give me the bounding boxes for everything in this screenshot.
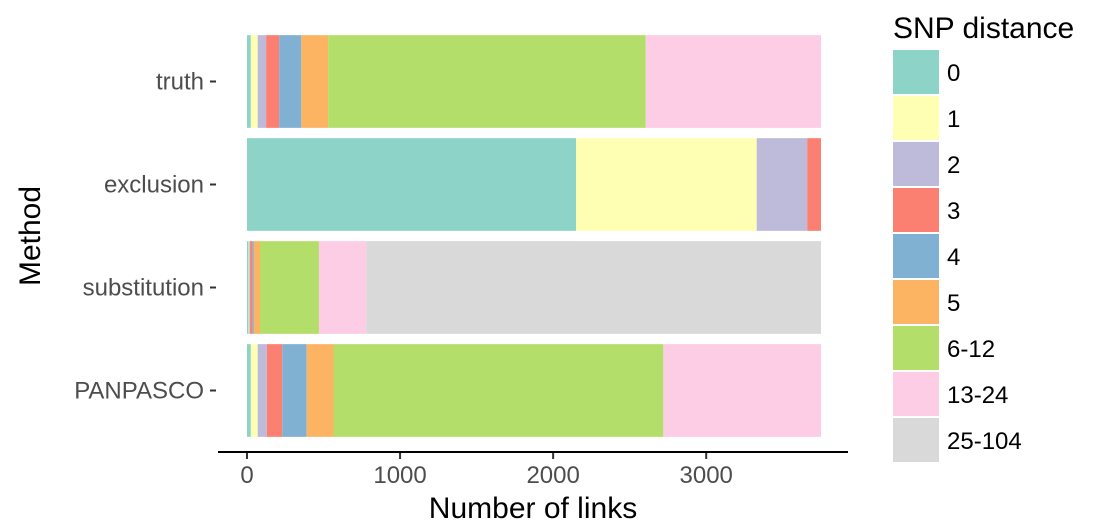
bar-segment-truth-2 (257, 35, 267, 128)
legend-key-4 (893, 234, 939, 278)
bar-segment-truth-0 (247, 35, 251, 128)
bar-segment-exclusion-1 (576, 138, 757, 231)
bar-segment-panpasco-13-24 (663, 344, 821, 437)
legend-label: 4 (947, 244, 960, 271)
bar-segment-panpasco-3 (266, 344, 283, 437)
bar-segment-exclusion-3 (807, 138, 821, 231)
legend-key-2 (893, 142, 939, 186)
bar-segment-substitution-4 (252, 241, 254, 334)
legend-label: 13-24 (947, 382, 1008, 409)
legend-label: 6-12 (947, 336, 995, 363)
bar-segment-truth-3 (266, 35, 280, 128)
y-axis-title: Method (14, 186, 47, 286)
bar-segment-truth-6-12 (328, 35, 646, 128)
bar-segment-substitution-2 (249, 241, 251, 334)
y-tick-label: exclusion (104, 172, 204, 199)
x-axis: 0 1000 2000 3000 (218, 451, 848, 489)
bar-segment-truth-4 (279, 35, 302, 128)
bar-segment-substitution-0 (247, 241, 249, 334)
bars-layer (247, 35, 821, 437)
bar-segment-panpasco-2 (257, 344, 267, 437)
legend-key-5 (893, 280, 939, 324)
legend-label: 0 (947, 60, 960, 87)
bar-segment-exclusion-0 (247, 138, 577, 231)
bar-segment-substitution-6-12 (260, 241, 319, 334)
x-tick-label: 1000 (373, 462, 426, 489)
legend-label: 25-104 (947, 428, 1022, 455)
legend-key-0 (893, 50, 939, 94)
bar-segment-substitution-25-104 (366, 241, 821, 334)
legend-label: 5 (947, 290, 960, 317)
bar-segment-substitution-1 (248, 241, 250, 334)
x-tick-label: 2000 (526, 462, 579, 489)
x-tick-label: 3000 (680, 462, 733, 489)
bar-segment-substitution-3 (250, 241, 253, 334)
x-axis-title: Number of links (429, 492, 637, 525)
legend: SNP distance 0 1 2 3 4 5 6-12 13-24 25-104 (893, 12, 1074, 462)
bar-segment-panpasco-5 (306, 344, 334, 437)
legend-key-1 (893, 96, 939, 140)
bar-segment-truth-1 (250, 35, 258, 128)
legend-key-25-104 (893, 418, 939, 462)
bar-segment-substitution-5 (253, 241, 261, 334)
y-tick-label: truth (156, 69, 204, 96)
y-tick-label: substitution (83, 275, 204, 302)
legend-key-3 (893, 188, 939, 232)
legend-label: 2 (947, 152, 960, 179)
bar-segment-panpasco-4 (282, 344, 307, 437)
y-axis: truth exclusion substitution PANPASCO (74, 69, 216, 405)
legend-label: 1 (947, 106, 960, 133)
bar-segment-exclusion-2 (756, 138, 808, 231)
y-tick-label: PANPASCO (74, 378, 204, 405)
bar-segment-panpasco-1 (250, 344, 258, 437)
bar-segment-panpasco-6-12 (333, 344, 664, 437)
legend-label: 3 (947, 198, 960, 225)
legend-key-13-24 (893, 372, 939, 416)
bar-segment-truth-13-24 (645, 35, 821, 128)
bar-segment-truth-5 (301, 35, 329, 128)
legend-title: SNP distance (893, 12, 1074, 45)
bar-segment-panpasco-0 (247, 344, 251, 437)
bar-segment-substitution-13-24 (318, 241, 367, 334)
x-tick-label: 0 (240, 462, 253, 489)
legend-key-6-12 (893, 326, 939, 370)
